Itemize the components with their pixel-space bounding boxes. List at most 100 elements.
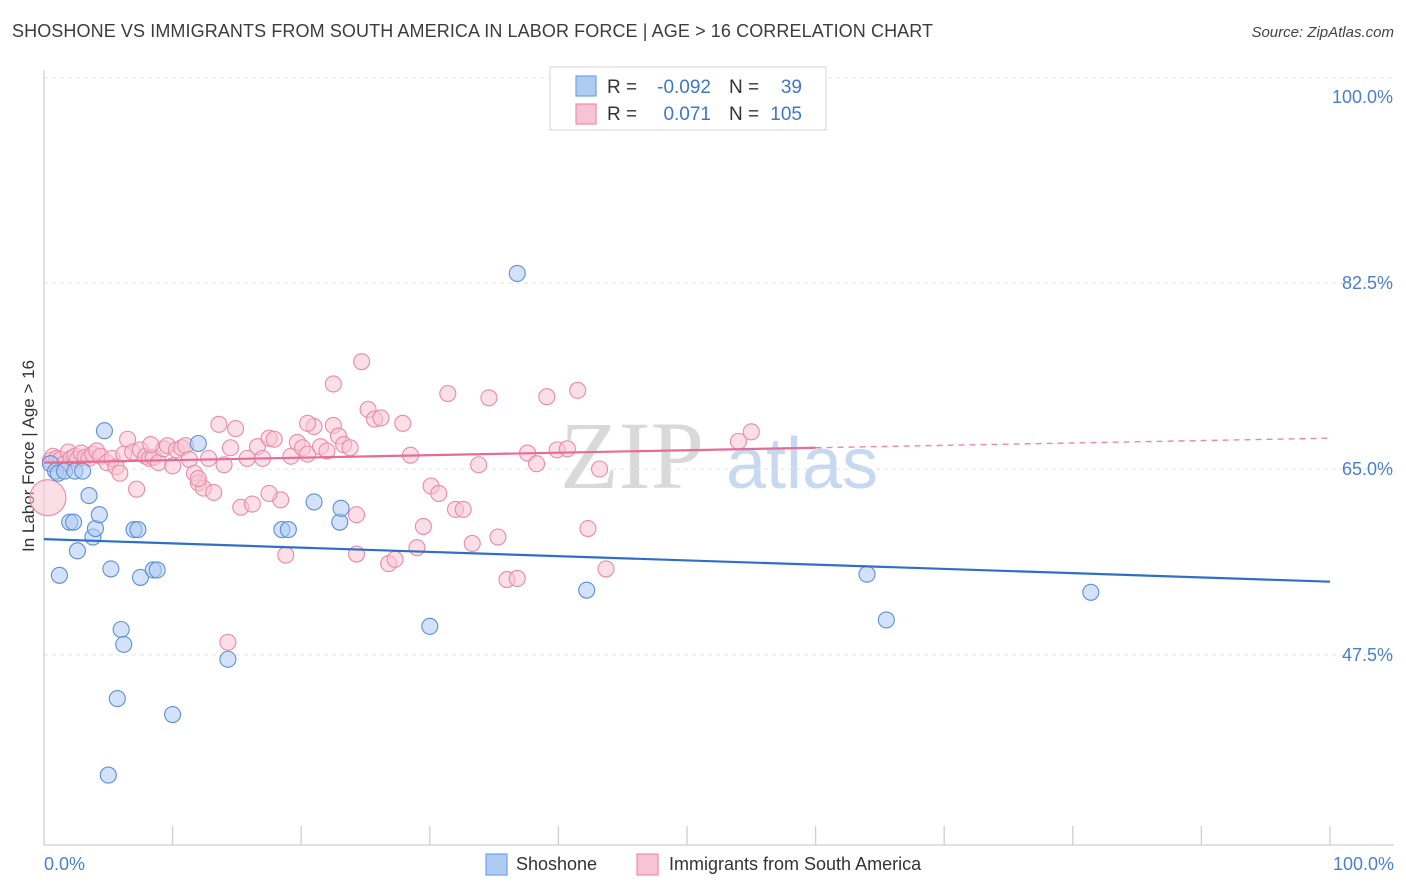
immigrants-point bbox=[558, 440, 576, 458]
immigrants-point bbox=[597, 560, 615, 578]
immigrants-point bbox=[215, 456, 233, 474]
immigrants-point bbox=[508, 569, 526, 588]
legend-label-immigrants: Immigrants from South America bbox=[669, 854, 922, 874]
shoshone-trend-line bbox=[43, 538, 1331, 583]
shoshone-point bbox=[164, 705, 182, 724]
shoshone-point bbox=[115, 635, 133, 653]
x-tick-label-min: 0.0% bbox=[44, 854, 85, 874]
immigrants-point bbox=[164, 457, 182, 475]
immigrants-point bbox=[111, 464, 129, 482]
immigrants-point bbox=[372, 409, 390, 427]
immigrants-point bbox=[29, 479, 67, 517]
shoshone-point bbox=[99, 766, 117, 784]
shoshone-point bbox=[148, 561, 166, 579]
bottom-legend: Shoshone Immigrants from South America bbox=[485, 853, 922, 876]
shoshone-point bbox=[189, 434, 207, 453]
shoshone-point bbox=[1082, 583, 1100, 601]
immigrants-point bbox=[538, 388, 556, 406]
y-tick-label: 47.5% bbox=[1342, 645, 1393, 665]
immigrants-point bbox=[463, 534, 481, 552]
shoshone-point bbox=[112, 620, 130, 639]
shoshone-point bbox=[332, 499, 350, 517]
immigrants-point bbox=[227, 420, 245, 438]
immigrants-point bbox=[408, 539, 426, 557]
immigrants-point bbox=[430, 484, 448, 502]
shoshone-point bbox=[65, 513, 83, 531]
immigrants-point bbox=[282, 447, 300, 465]
stats-r-value-1: -0.092 bbox=[657, 77, 711, 98]
shoshone-point bbox=[305, 493, 323, 511]
trend-lines bbox=[43, 437, 1331, 583]
immigrants-point bbox=[742, 423, 760, 441]
shoshone-point bbox=[68, 542, 86, 560]
immigrants-point bbox=[386, 550, 404, 568]
source-credit: Source: ZipAtlas.com bbox=[1251, 24, 1394, 41]
x-tick-label-max: 100.0% bbox=[1333, 854, 1394, 874]
shoshone-point bbox=[219, 650, 237, 668]
immigrants-point bbox=[299, 414, 317, 432]
y-axis-label: In Labor Force | Age > 16 bbox=[19, 360, 38, 552]
immigrants-point bbox=[205, 483, 223, 501]
shoshone-point bbox=[508, 264, 526, 282]
shoshone-point bbox=[80, 487, 98, 505]
stats-n-value-2: 105 bbox=[770, 104, 802, 125]
shoshone-point bbox=[421, 617, 439, 635]
watermark-zip: ZIP bbox=[560, 402, 704, 509]
shoshone-point bbox=[279, 521, 297, 539]
immigrants-point bbox=[277, 546, 295, 564]
stats-n-label-1: N = bbox=[729, 77, 759, 98]
immigrants-point bbox=[243, 495, 261, 513]
stats-n-label-2: N = bbox=[729, 104, 759, 125]
stats-r-value-2: 0.071 bbox=[663, 104, 711, 125]
shoshone-point bbox=[578, 581, 596, 599]
immigrants-point bbox=[265, 430, 283, 448]
immigrants-point bbox=[591, 460, 609, 478]
shoshone-point bbox=[129, 521, 147, 539]
immigrants-point bbox=[353, 353, 371, 371]
shoshone-point bbox=[877, 611, 895, 629]
shoshone-point bbox=[74, 462, 92, 480]
stats-r-label-1: R = bbox=[607, 77, 637, 98]
stats-r-label-2: R = bbox=[607, 104, 637, 125]
immigrants-point bbox=[480, 389, 498, 407]
immigrants-point bbox=[128, 480, 146, 498]
shoshone-point bbox=[90, 506, 108, 524]
immigrants-point bbox=[219, 633, 237, 651]
y-tick-label: 82.5% bbox=[1342, 273, 1393, 293]
y-tick-labels: 47.5% 65.0% 82.5% 100.0% bbox=[1332, 87, 1393, 665]
immigrants-point bbox=[210, 415, 228, 433]
legend-label-shoshone: Shoshone bbox=[516, 854, 597, 874]
immigrants-point bbox=[414, 517, 432, 535]
immigrants-point bbox=[470, 456, 488, 474]
x-axis-ticks bbox=[171, 826, 1331, 845]
shoshone-point bbox=[858, 565, 876, 583]
immigrants-point bbox=[527, 455, 546, 473]
stats-legend: R = -0.092 N = 39 R = 0.071 N = 105 bbox=[549, 66, 827, 131]
immigrants-point bbox=[221, 439, 240, 457]
shoshone-point bbox=[95, 422, 113, 440]
stats-swatch-shoshone bbox=[575, 75, 597, 97]
shoshone-point bbox=[131, 568, 149, 586]
shoshone-point bbox=[108, 690, 126, 708]
immigrants-point bbox=[439, 384, 457, 403]
legend-swatch-immigrants bbox=[636, 853, 659, 876]
immigrants-point bbox=[260, 484, 278, 502]
immigrants-point bbox=[454, 500, 472, 518]
immigrants-point bbox=[569, 381, 587, 399]
immigrants-point bbox=[394, 414, 412, 432]
immigrants-trend-line-extension bbox=[815, 437, 1331, 449]
watermark: ZIP atlas bbox=[560, 402, 878, 509]
immigrants-trend-line bbox=[43, 446, 816, 464]
immigrants-point bbox=[579, 519, 597, 538]
immigrants-point bbox=[489, 528, 507, 546]
immigrants-point bbox=[318, 442, 336, 460]
legend-swatch-shoshone bbox=[485, 853, 508, 876]
immigrants-point bbox=[189, 470, 207, 488]
stats-swatch-immigrants bbox=[575, 103, 597, 125]
immigrants-point bbox=[347, 506, 366, 524]
shoshone-points bbox=[41, 264, 1100, 784]
y-tick-label: 65.0% bbox=[1342, 459, 1393, 479]
y-tick-label: 100.0% bbox=[1332, 87, 1393, 107]
stats-n-value-1: 39 bbox=[781, 77, 802, 98]
